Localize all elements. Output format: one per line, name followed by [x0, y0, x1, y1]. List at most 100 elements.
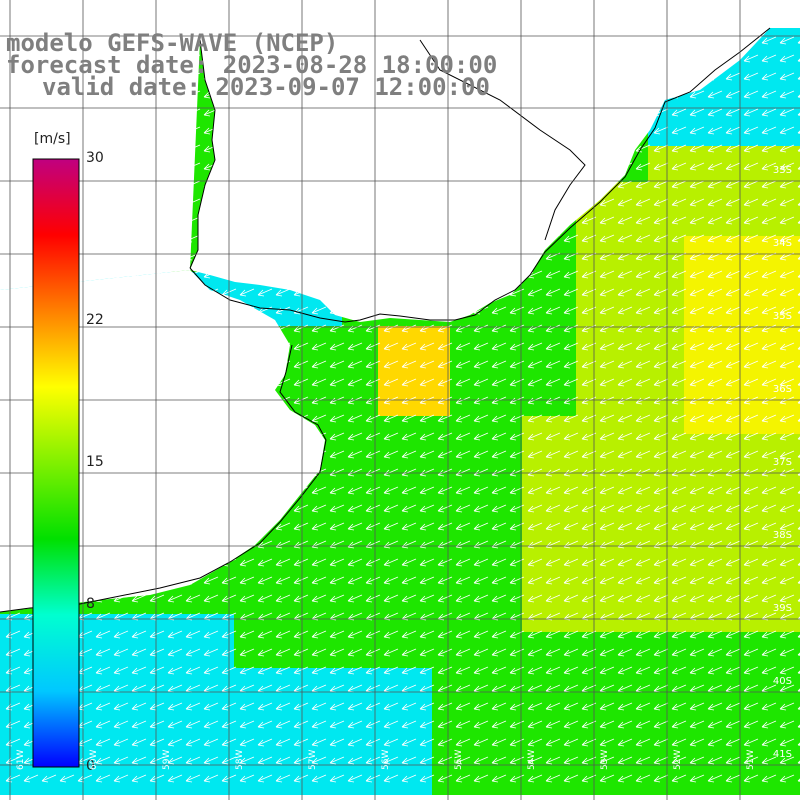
wind-arrow: [293, 378, 309, 387]
wind-arrow: [491, 360, 507, 369]
wind-speed-cell: [90, 650, 109, 669]
wind-arrow: [509, 756, 525, 765]
wind-arrow: [671, 738, 687, 747]
wind-arrow: [635, 630, 651, 639]
wind-speed-cell: [558, 776, 577, 795]
wind-speed-cell: [774, 578, 793, 597]
wind-speed-cell: [684, 182, 703, 201]
wind-speed-cell: [630, 236, 649, 255]
wind-arrow: [725, 522, 741, 531]
wind-arrow: [653, 180, 669, 189]
wind-speed-cell: [666, 344, 685, 363]
wind-arrow: [797, 400, 800, 404]
wind-arrow: [401, 648, 417, 657]
wind-arrow: [599, 306, 615, 315]
wind-arrow: [293, 630, 309, 639]
wind-arrow: [401, 594, 417, 603]
wind-speed-cell: [648, 398, 667, 417]
wind-arrow: [509, 504, 525, 513]
wind-speed-cell: [756, 128, 775, 147]
wind-speed-cell: [486, 704, 505, 723]
wind-arrow: [545, 450, 561, 459]
wind-speed-cell: [162, 722, 181, 741]
wind-speed-cell: [792, 56, 800, 75]
wind-arrow: [437, 702, 453, 711]
wind-speed-cell: [252, 704, 271, 723]
wind-speed-cell: [738, 416, 757, 435]
wind-speed-cell: [594, 200, 613, 219]
wind-speed-cell: [774, 434, 793, 453]
wind-arrow: [743, 738, 759, 747]
wind-speed-cell: [684, 758, 703, 777]
wind-arrow: [617, 666, 633, 675]
wind-arrow: [419, 756, 435, 765]
wind-arrow: [779, 774, 795, 783]
wind-arrow: [653, 360, 669, 369]
wind-speed-cell: [540, 650, 559, 669]
wind-speed-cell: [504, 668, 523, 687]
wind-speed-cell: [702, 596, 721, 615]
wind-arrow: [257, 774, 273, 783]
wind-speed-cell: [144, 596, 163, 615]
wind-speed-cell: [450, 704, 469, 723]
wind-speed-cell: [774, 488, 793, 507]
wind-speed-cell: [774, 308, 793, 327]
wind-speed-cell: [396, 614, 415, 633]
wind-speed-cell: [198, 776, 217, 795]
wind-speed-cell: [18, 650, 37, 669]
wind-arrow: [275, 594, 291, 603]
wind-speed-cell: [612, 236, 631, 255]
wind-arrow: [239, 576, 255, 585]
wind-speed-cell: [378, 344, 397, 363]
wind-arrow: [617, 774, 633, 783]
wind-speed-cell: [612, 506, 631, 525]
wind-arrow: [743, 486, 759, 495]
wind-speed-cell: [756, 200, 775, 219]
wind-arrow: [653, 468, 669, 477]
wind-speed-cell: [630, 632, 649, 651]
wind-speed-cell: [558, 470, 577, 489]
wind-speed-cell: [558, 596, 577, 615]
wind-speed-cell: [666, 776, 685, 795]
wind-arrow: [599, 774, 615, 783]
wind-arrow: [185, 774, 201, 783]
wind-speed-cell: [594, 308, 613, 327]
wind-arrow: [401, 486, 417, 495]
wind-arrow: [527, 306, 543, 315]
wind-speed-cell: [774, 506, 793, 525]
wind-arrow: [617, 360, 633, 369]
wind-speed-cell: [630, 164, 649, 183]
wind-speed-cell: [756, 56, 775, 75]
wind-speed-cell: [648, 290, 667, 309]
wind-speed-cell: [576, 614, 595, 633]
wind-speed-cell: [252, 668, 271, 687]
wind-speed-cell: [252, 722, 271, 741]
wind-arrow: [797, 724, 800, 728]
wind-arrow: [797, 58, 800, 62]
wind-speed-cell: [306, 380, 325, 399]
wind-speed-cell: [702, 272, 721, 291]
wind-arrow: [599, 288, 615, 297]
wind-arrow: [635, 234, 651, 243]
wind-arrow: [347, 432, 363, 441]
wind-arrow: [455, 774, 471, 783]
wind-speed-cell: [612, 614, 631, 633]
wind-speed-cell: [468, 596, 487, 615]
wind-arrow: [383, 558, 399, 567]
wind-speed-cell: [576, 452, 595, 471]
wind-arrow: [779, 126, 795, 135]
wind-arrow: [167, 720, 183, 729]
wind-arrow: [707, 774, 723, 783]
wind-speed-cell: [270, 596, 289, 615]
wind-speed-cell: [558, 362, 577, 381]
wind-arrow: [599, 594, 615, 603]
wind-speed-cell: [522, 758, 541, 777]
wind-speed-cell: [270, 614, 289, 633]
wind-speed-cell: [738, 326, 757, 345]
wind-speed-cell: [468, 722, 487, 741]
wind-speed-cell: [540, 740, 559, 759]
wind-arrow: [509, 432, 525, 441]
wind-speed-cell: [252, 650, 271, 669]
wind-speed-cell: [576, 686, 595, 705]
wind-arrow: [779, 54, 795, 63]
